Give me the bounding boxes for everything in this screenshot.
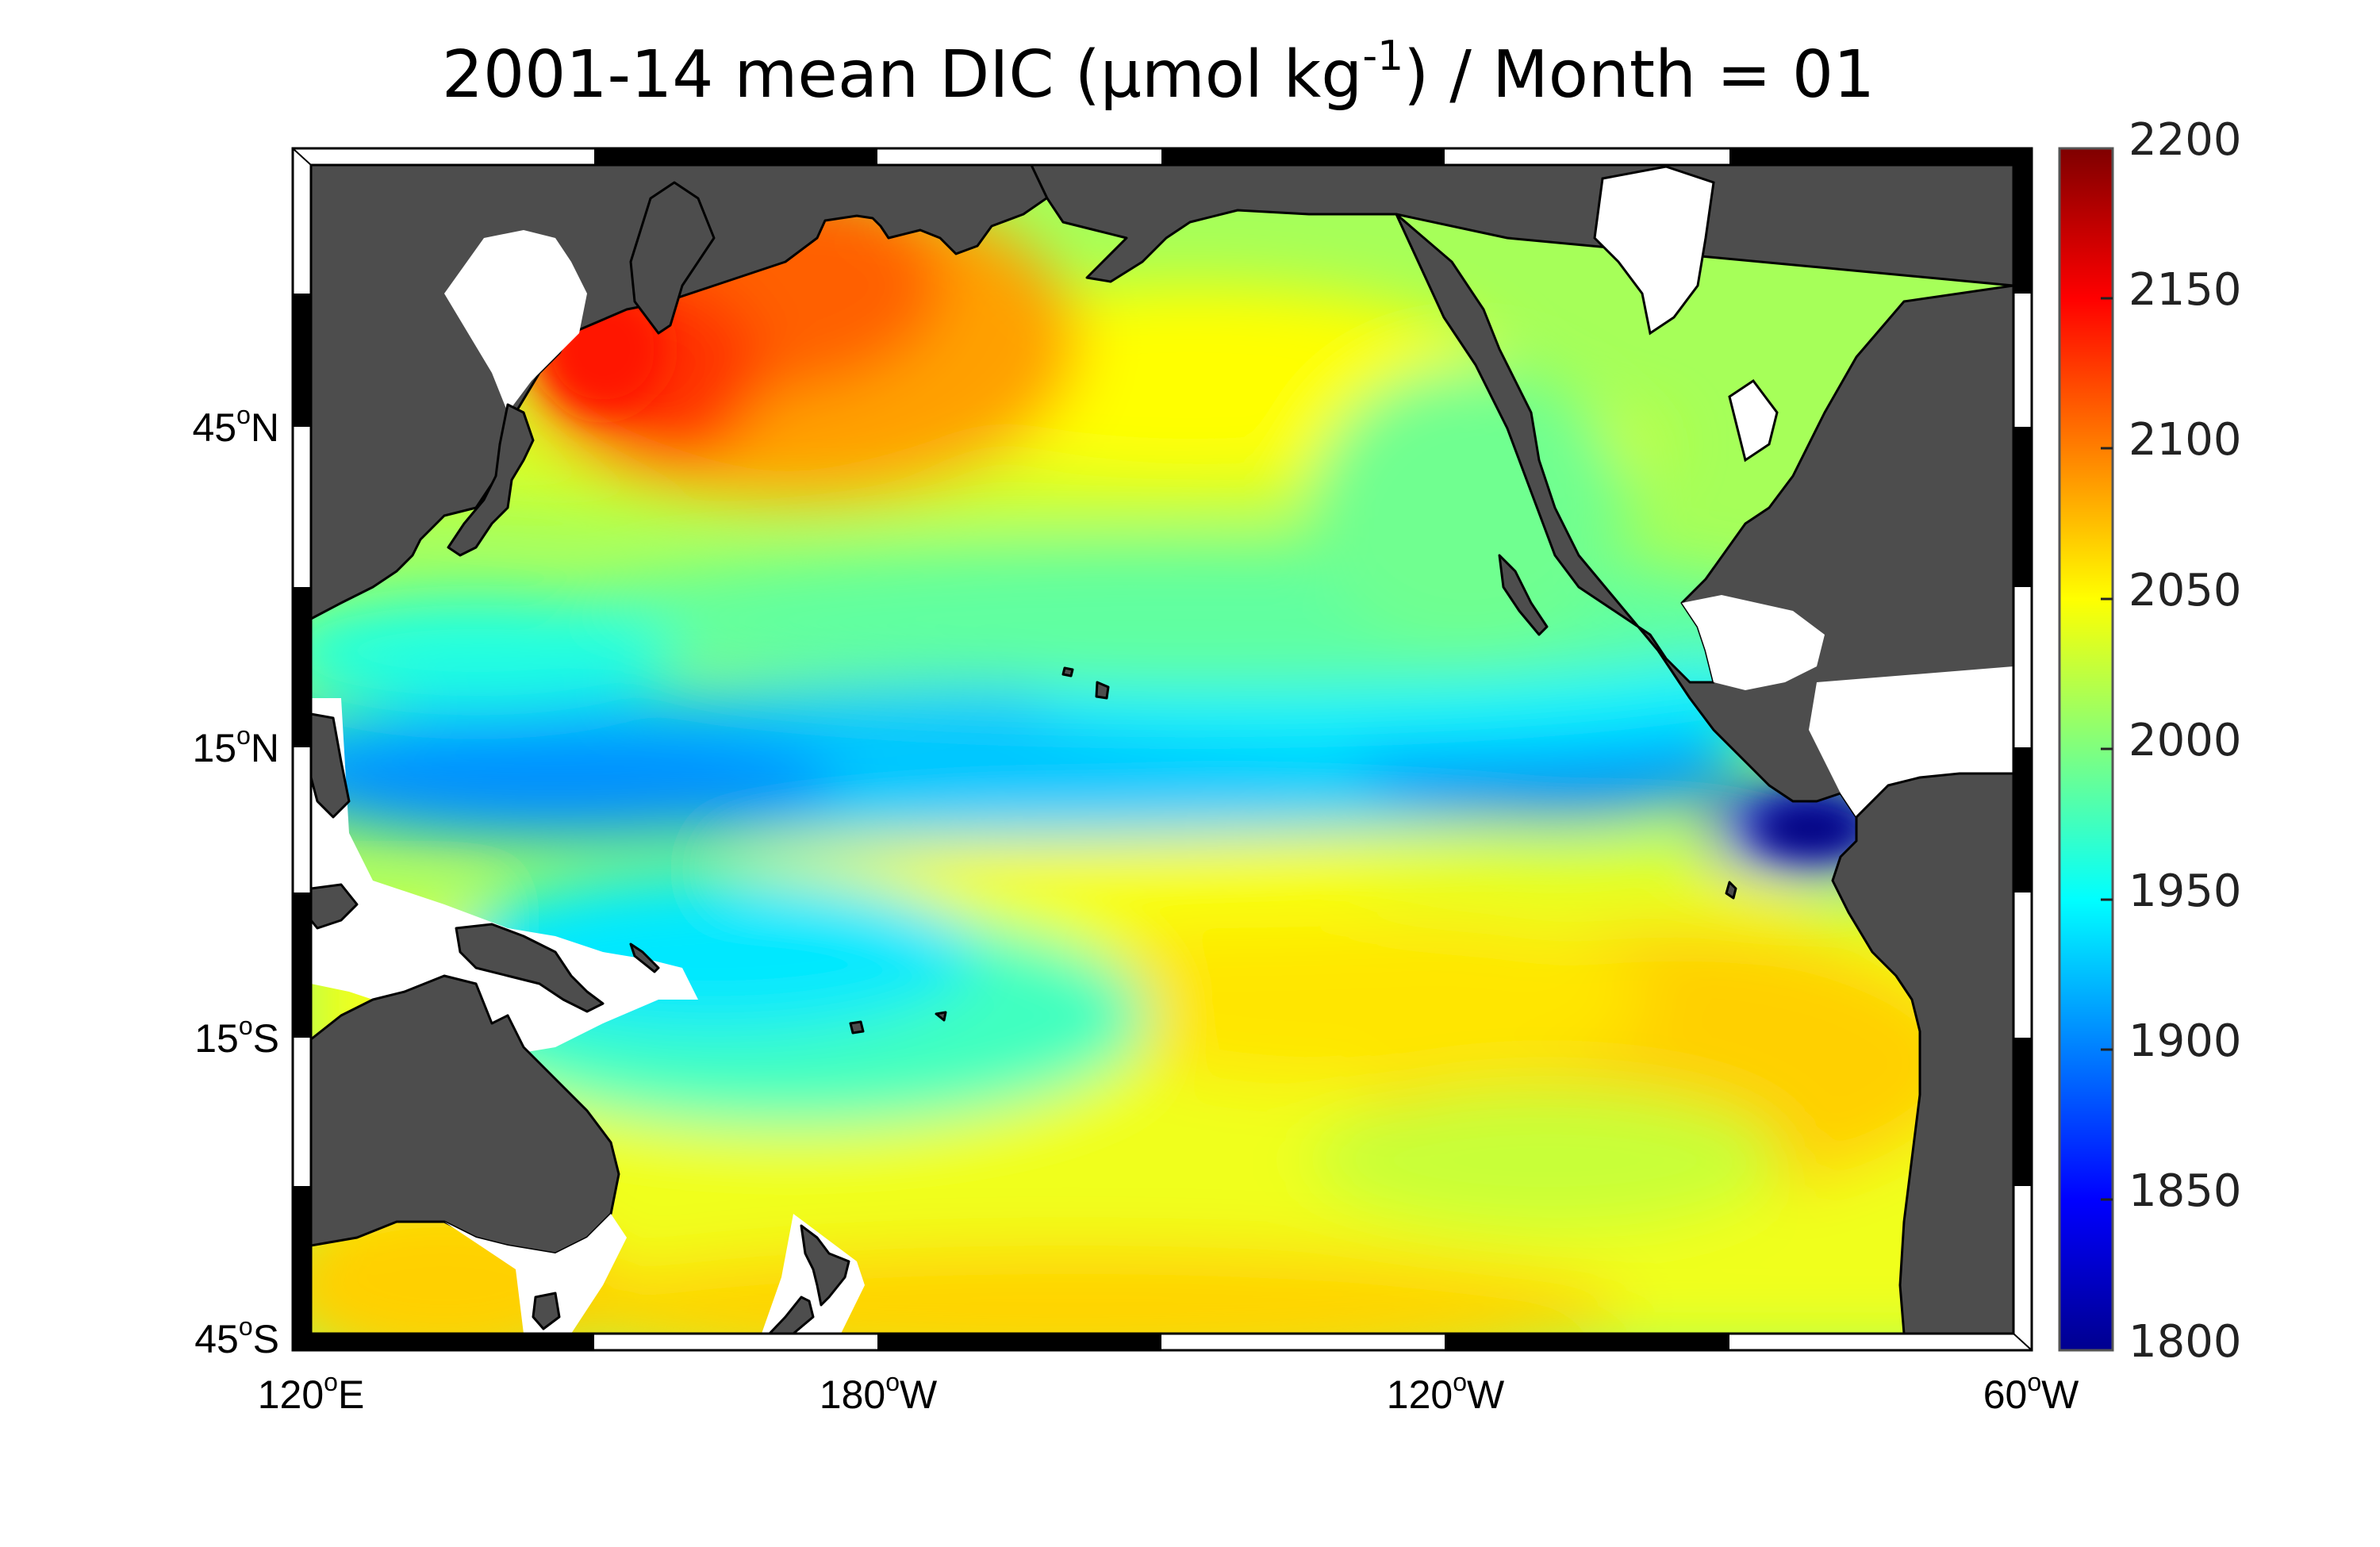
hudson-bay — [1593, 165, 1715, 336]
land-tasmania — [532, 1292, 561, 1330]
land-alaska — [1030, 165, 2013, 287]
frame-ticks-vertical — [293, 165, 2032, 1334]
land-new-zealand-south — [768, 1296, 815, 1334]
x-axis-labels: 120oE 180oW 120oW 60oW — [258, 1368, 2079, 1417]
gulf-of-mexico — [1682, 595, 1825, 690]
maritime-continent — [311, 698, 698, 1055]
land-south-america — [1831, 772, 2013, 1334]
land-borneo-sulawesi — [311, 883, 359, 930]
land-new-zealand-north — [800, 1224, 850, 1307]
colorbar-label: 1950 — [2129, 866, 2242, 917]
frame-ticks-horizontal — [293, 148, 2032, 1350]
land-fiji — [849, 1020, 865, 1035]
colorbar-label: 2100 — [2129, 414, 2242, 466]
land-japan — [447, 403, 535, 557]
y-tick-label: 45oN — [192, 401, 279, 450]
land-australia — [311, 974, 620, 1255]
land-samoa — [935, 1011, 947, 1022]
australia-south-nodata — [444, 1214, 627, 1334]
y-axis-labels: 45oN 15oN 15oS 45oS — [192, 401, 279, 1361]
land-baja — [1498, 554, 1549, 636]
colorbar-label: 2200 — [2129, 114, 2242, 166]
colorbar: 2200 2150 2100 2050 2000 1950 1900 1850 … — [2058, 114, 2242, 1368]
caribbean-sea — [1809, 666, 2013, 817]
land-solomons — [629, 942, 660, 973]
x-tick-label: 120oW — [1387, 1368, 1505, 1417]
colorbar-label: 1850 — [2129, 1165, 2242, 1217]
land-north-america — [1395, 213, 2013, 819]
land-new-guinea — [455, 923, 605, 1013]
y-tick-label: 15oN — [192, 721, 279, 770]
great-lakes — [1728, 378, 1779, 463]
colorbar-ticks — [2101, 297, 2113, 1201]
y-tick-label: 45oS — [194, 1312, 279, 1361]
land-hawaii-small — [1061, 666, 1074, 678]
x-tick-label: 180oW — [820, 1368, 938, 1417]
colorbar-label: 2000 — [2129, 715, 2242, 766]
x-tick-label: 60oW — [1983, 1368, 2079, 1417]
land-galapagos — [1725, 881, 1737, 900]
x-tick-label: 120oE — [258, 1368, 365, 1417]
land-hawaii — [1095, 681, 1110, 700]
colorbar-label: 2050 — [2129, 565, 2242, 616]
colorbar-label: 1800 — [2129, 1316, 2242, 1368]
y-tick-label: 15oS — [194, 1012, 279, 1061]
colorbar-label: 1900 — [2129, 1015, 2242, 1067]
land-kamchatka — [629, 181, 716, 335]
colorbar-label: 2150 — [2129, 264, 2242, 316]
figure-title: 2001-14 mean DIC (µmol kg-1) / Month = 0… — [442, 33, 1875, 113]
land-masses — [311, 165, 2013, 1334]
frame-corners — [292, 148, 2033, 1351]
